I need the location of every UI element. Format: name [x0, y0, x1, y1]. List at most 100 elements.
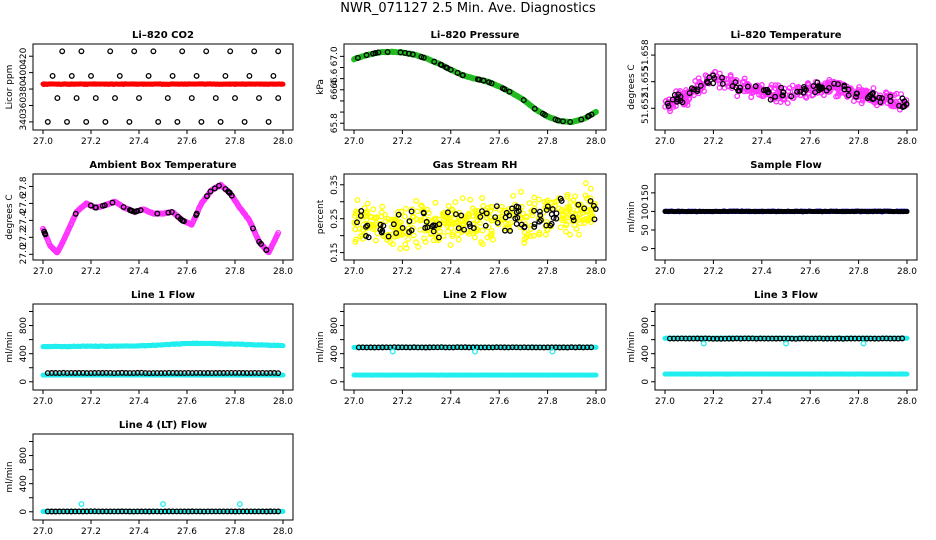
x-tick-label: 27.2 [703, 267, 723, 277]
marker-standards [710, 80, 717, 87]
marker-standards [220, 370, 227, 376]
x-tick-label: 27.2 [81, 137, 101, 147]
panel-title: Line 4 (LT) Flow [119, 420, 207, 431]
marker-standards [741, 335, 748, 342]
marker-standards [363, 52, 370, 59]
marker-standards [781, 335, 787, 342]
marker-standards [228, 369, 235, 376]
marker-standards [197, 369, 204, 376]
marker-rh [479, 195, 486, 201]
y-tick-label: 51.652 [641, 93, 651, 125]
marker-standards [181, 508, 188, 515]
marker-line1-low [280, 372, 286, 378]
marker-temperature [716, 70, 723, 77]
marker-standards [572, 344, 579, 351]
x-tick-label: 27.2 [392, 137, 412, 147]
marker-standards [556, 344, 563, 351]
marker-standards [560, 344, 567, 351]
marker-rh [432, 199, 439, 206]
marker-temperature [734, 93, 741, 100]
marker-standards [745, 335, 752, 342]
marker-temperature [883, 89, 889, 96]
marker-standards [567, 118, 574, 125]
plot-frame [32, 433, 294, 521]
marker-temperature [692, 78, 699, 84]
marker-standards [267, 508, 274, 515]
marker-standards [263, 370, 270, 376]
marker-standards [119, 369, 125, 376]
marker-rh [367, 213, 374, 220]
marker-standards [204, 370, 211, 376]
marker-standards [732, 79, 739, 86]
marker-rh [555, 205, 562, 212]
marker-rh [447, 242, 454, 249]
marker-standards [531, 105, 538, 112]
marker-standards [455, 225, 462, 232]
marker-standards [179, 217, 186, 224]
marker-standards [275, 48, 282, 55]
y-tick-label: 100 [641, 203, 651, 220]
marker-standards [864, 95, 871, 102]
marker-standards [719, 80, 726, 87]
marker-rh [421, 235, 428, 242]
marker-standards [72, 210, 79, 217]
y-tick-label: 800 [19, 317, 29, 334]
marker-standards [521, 224, 528, 231]
marker-rh [488, 232, 495, 239]
marker-standards [485, 344, 492, 351]
marker-standards [824, 335, 831, 342]
plot-frame [654, 43, 918, 131]
marker-standards [126, 508, 133, 515]
marker-outliers [472, 348, 478, 355]
marker-standards [154, 370, 161, 377]
marker-temperature [784, 100, 791, 106]
x-tick-label: 27.4 [441, 137, 461, 147]
marker-rh [581, 220, 588, 226]
marker-standards [354, 219, 360, 226]
marker-standards [207, 188, 214, 195]
marker-standards [533, 344, 539, 351]
marker-standards [664, 100, 671, 107]
marker-standards [512, 215, 519, 222]
marker-standards [459, 72, 466, 79]
marker-standards [467, 223, 474, 230]
x-tick-label: 28.0 [586, 137, 606, 147]
marker-standards [175, 213, 182, 220]
marker-rh [587, 195, 594, 202]
marker-standards [418, 344, 425, 351]
x-tick-label: 28.0 [273, 137, 293, 147]
y-tick-label: 800 [641, 317, 651, 334]
marker-rh [372, 237, 379, 244]
marker-standards [179, 48, 186, 55]
marker-standards [92, 95, 99, 102]
marker-rh [521, 239, 528, 246]
marker-standards [203, 193, 210, 200]
marker-standards [767, 96, 774, 103]
marker-standards [549, 206, 556, 213]
marker-rh [445, 228, 452, 235]
marker-standards [188, 95, 195, 102]
y-tick-label: 150 [641, 184, 651, 201]
marker-standards [173, 370, 180, 376]
marker-standards [164, 95, 171, 102]
marker-rh [378, 209, 385, 216]
y-tick-label: 67.0 [330, 46, 340, 66]
marker-standards [539, 110, 546, 117]
marker-standards [217, 118, 224, 125]
marker-rh [432, 215, 439, 222]
marker-standards [247, 508, 254, 515]
marker-standards [773, 335, 780, 342]
marker-standards [370, 50, 377, 57]
series-group [351, 180, 599, 252]
marker-standards [133, 208, 140, 215]
marker-standards [506, 212, 513, 219]
marker-standards [875, 335, 882, 342]
marker-standards [529, 344, 536, 351]
marker-standards [79, 508, 86, 515]
marker-temperature [696, 80, 703, 86]
marker-standards [587, 198, 594, 205]
marker-rh [563, 228, 569, 235]
marker-standards [399, 344, 406, 351]
marker-line1 [280, 343, 286, 349]
